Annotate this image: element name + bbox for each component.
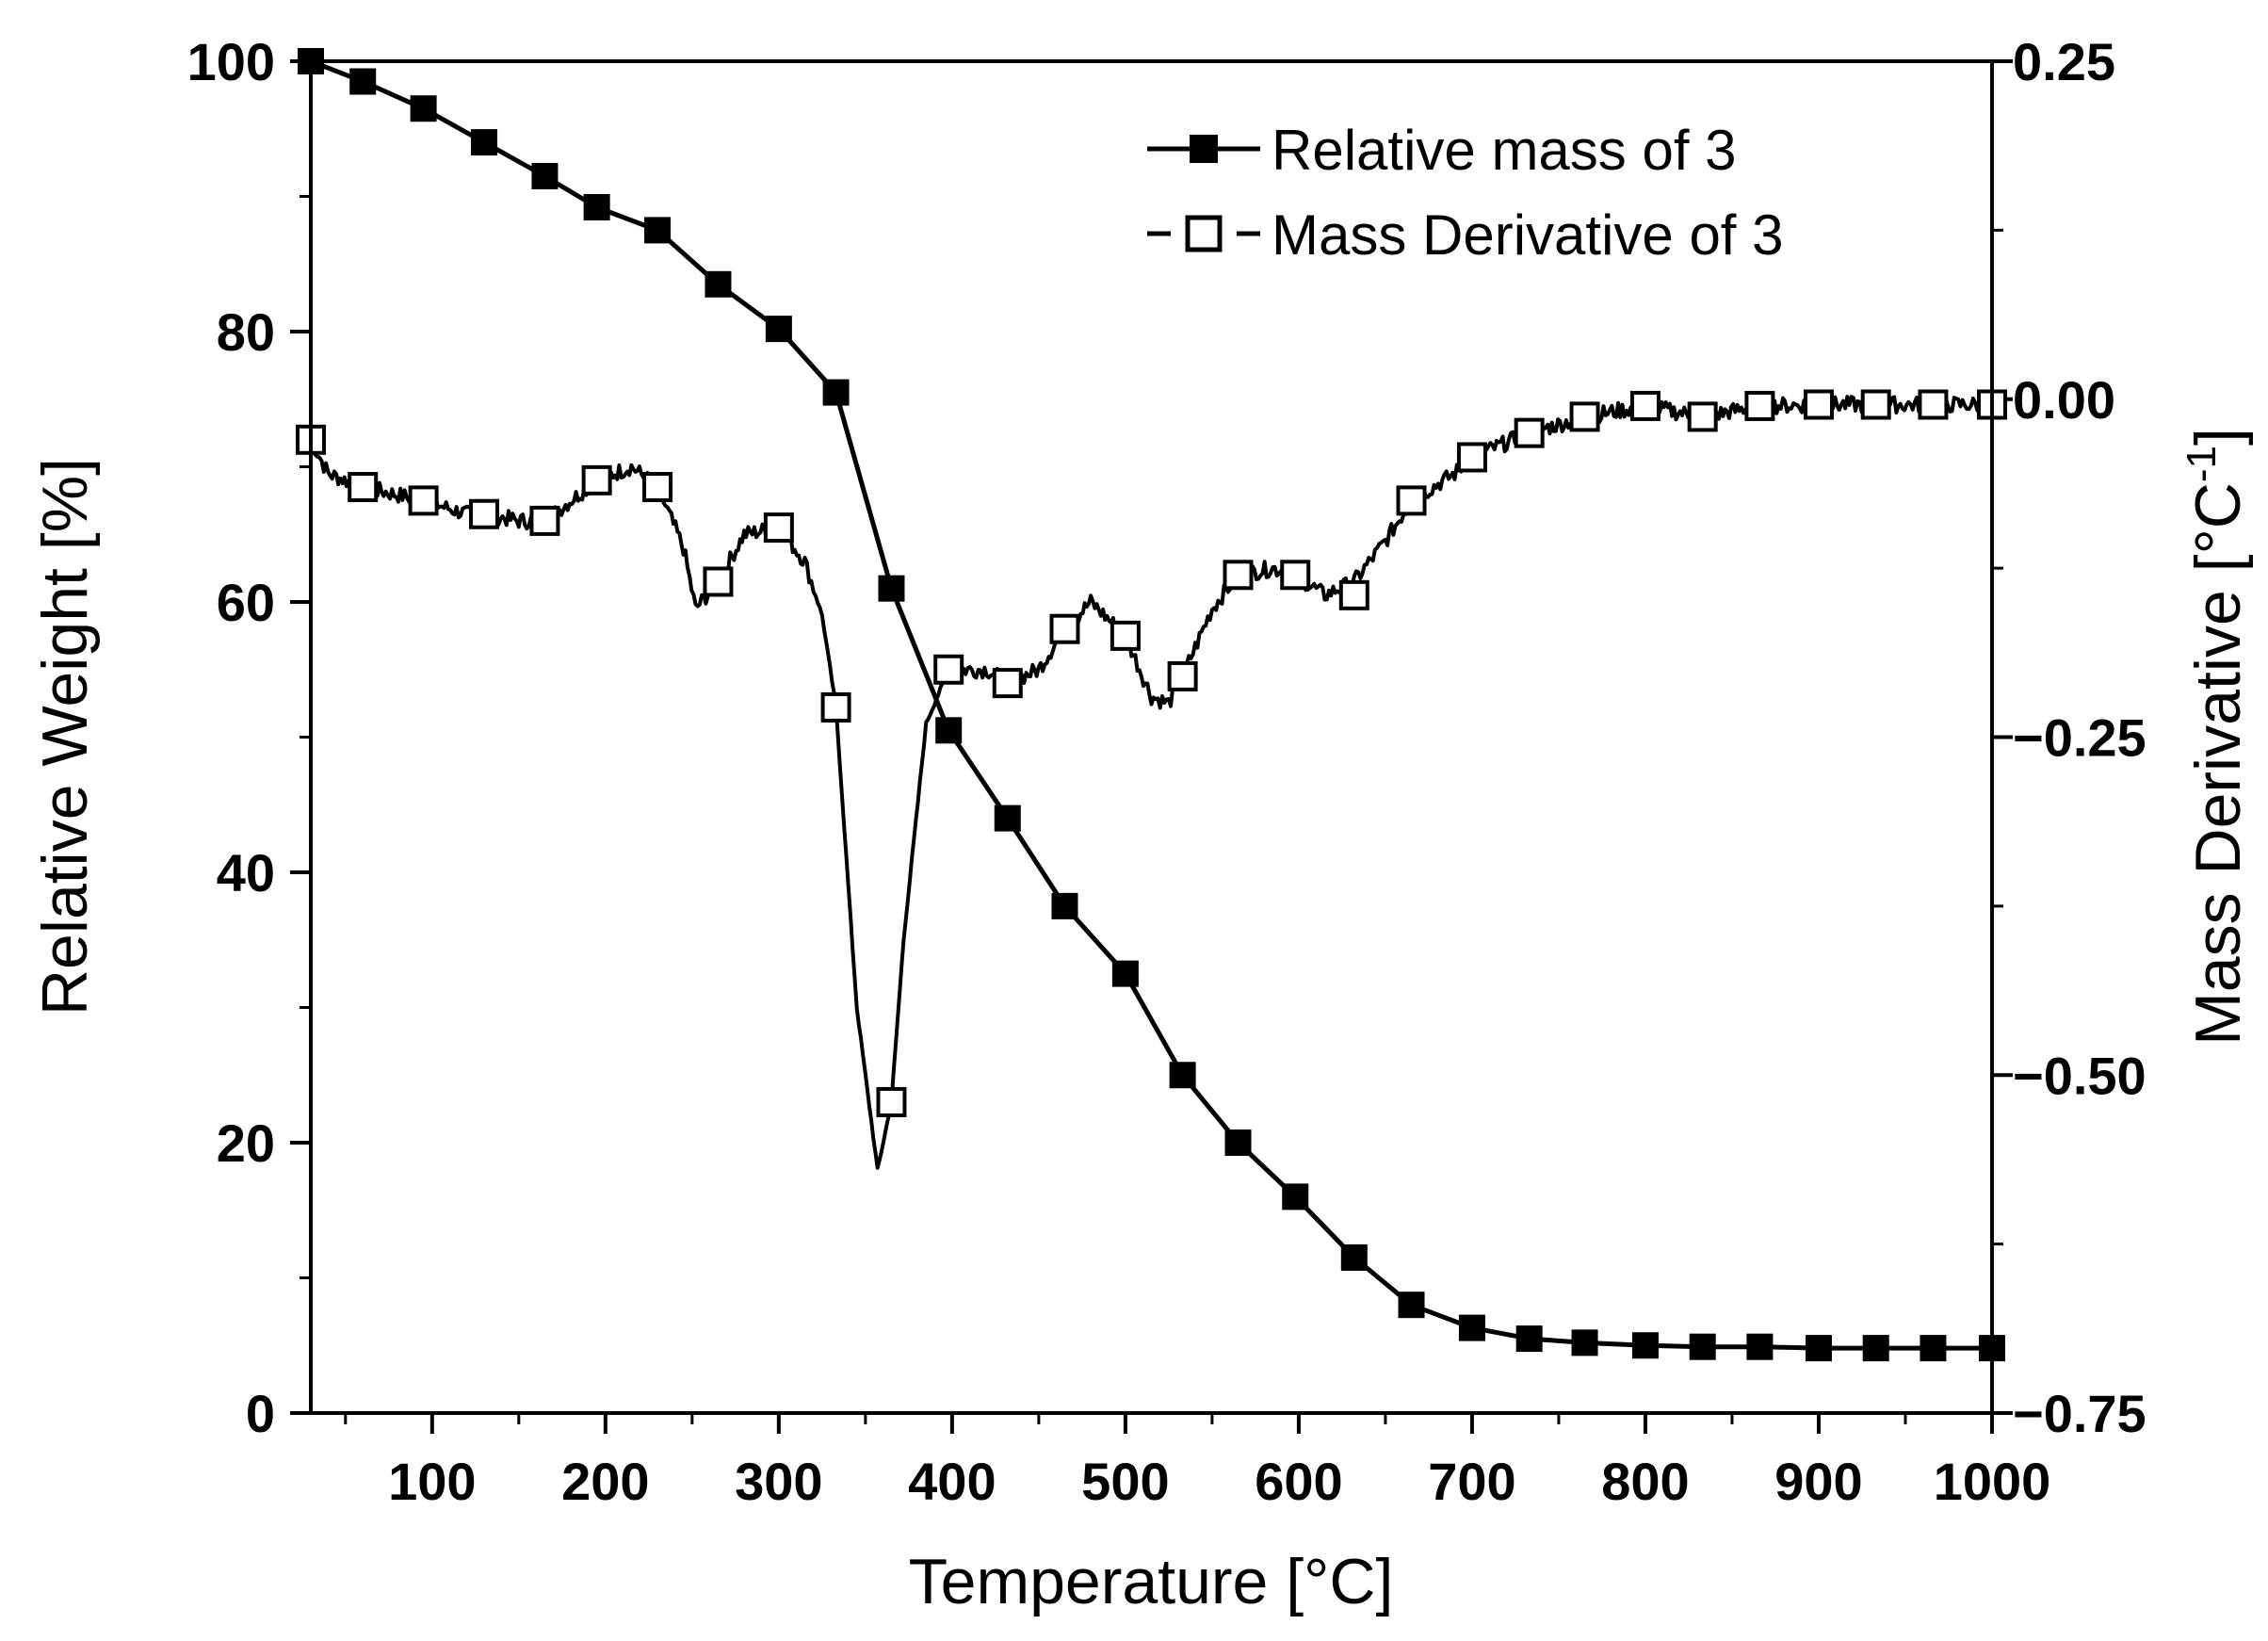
point-mass-derivative — [1338, 579, 1369, 610]
y-tick-label: 100 — [187, 32, 275, 91]
point-relative-mass — [1340, 1243, 1368, 1271]
point-mass-derivative — [876, 1086, 907, 1117]
y2-tick-label: −0.50 — [2013, 1046, 2146, 1105]
point-mass-derivative — [529, 505, 560, 536]
series-layer — [296, 48, 2007, 1362]
y-tick-label: 40 — [217, 843, 275, 902]
point-mass-derivative — [1918, 389, 1949, 420]
legend-label-derivative: Mass Derivative of 3 — [1272, 203, 1784, 267]
point-mass-derivative — [1860, 389, 1891, 420]
point-relative-mass — [644, 217, 672, 244]
y-tick-label: 20 — [217, 1113, 275, 1173]
point-relative-mass — [583, 193, 610, 220]
point-relative-mass — [1458, 1314, 1485, 1341]
plot-frame — [309, 59, 1994, 1415]
point-mass-derivative — [1629, 390, 1660, 421]
point-relative-mass — [935, 717, 963, 744]
y2-tick-label: 0.00 — [2013, 370, 2115, 430]
point-relative-mass — [1746, 1333, 1774, 1360]
point-relative-mass — [1169, 1062, 1196, 1089]
x-tick-label: 100 — [388, 1452, 476, 1511]
point-mass-derivative — [933, 654, 964, 685]
x-tick-label: 800 — [1601, 1452, 1689, 1511]
point-relative-mass — [1051, 892, 1078, 919]
point-mass-derivative — [763, 512, 794, 544]
x-tick-label: 200 — [561, 1452, 649, 1511]
point-relative-mass — [765, 316, 792, 343]
point-relative-mass — [1862, 1335, 1889, 1362]
x-tick-label: 900 — [1774, 1452, 1862, 1511]
y-tick-label: 80 — [217, 302, 275, 362]
legend-marker-mass — [1190, 135, 1218, 163]
point-relative-mass — [1224, 1129, 1252, 1156]
point-mass-derivative — [1110, 620, 1141, 651]
point-relative-mass — [1631, 1332, 1659, 1359]
y2-axis-title-end: ] — [2182, 428, 2254, 446]
x-tick-label: 300 — [735, 1452, 822, 1511]
point-relative-mass — [1282, 1183, 1309, 1210]
point-relative-mass — [1398, 1292, 1425, 1319]
point-mass-derivative — [1803, 389, 1834, 420]
y-tick-label: 0 — [246, 1384, 275, 1443]
y2-tick-label: −0.75 — [2013, 1384, 2146, 1443]
point-mass-derivative — [1569, 401, 1600, 432]
point-mass-derivative — [1049, 613, 1080, 644]
x-tick-label: 1000 — [1934, 1452, 2051, 1511]
point-relative-mass — [1571, 1329, 1598, 1357]
point-mass-derivative — [408, 485, 439, 516]
point-mass-derivative — [581, 464, 612, 496]
point-relative-mass — [705, 270, 732, 298]
point-mass-derivative — [1687, 401, 1718, 432]
point-relative-mass — [1805, 1335, 1832, 1362]
legend-label-mass: Relative mass of 3 — [1272, 119, 1737, 182]
x-axis-title: Temperature [°C] — [909, 1546, 1394, 1617]
point-relative-mass — [994, 804, 1021, 832]
point-relative-mass — [1515, 1325, 1543, 1353]
point-mass-derivative — [1396, 485, 1427, 516]
y2-tick-label: −0.25 — [2013, 708, 2146, 768]
point-mass-derivative — [348, 472, 379, 503]
x-tick-label: 700 — [1428, 1452, 1515, 1511]
point-relative-mass — [349, 68, 377, 95]
y2-axis-title-sup: -1 — [2179, 446, 2225, 482]
y2-tick-label: 0.25 — [2013, 32, 2115, 91]
point-relative-mass — [1111, 960, 1139, 987]
point-relative-mass — [531, 162, 559, 189]
point-mass-derivative — [1167, 660, 1198, 691]
point-mass-derivative — [469, 498, 500, 529]
point-mass-derivative — [1223, 560, 1254, 591]
x-tick-label: 600 — [1255, 1452, 1342, 1511]
point-relative-mass — [410, 95, 437, 122]
point-mass-derivative — [1514, 417, 1545, 448]
point-relative-mass — [878, 575, 905, 602]
point-mass-derivative — [820, 691, 851, 723]
point-relative-mass — [1920, 1335, 1947, 1362]
point-relative-mass — [471, 129, 498, 156]
point-mass-derivative — [703, 566, 734, 597]
y2-axis-title-main: Mass Derivative [°C — [2182, 482, 2254, 1046]
point-relative-mass — [1689, 1333, 1716, 1360]
point-mass-derivative — [1456, 442, 1487, 473]
legend-marker-derivative — [1185, 215, 1223, 252]
tick-labels: 100 200 300 400 500 600 700 800 900 1000 0 20 40 60 80… — [187, 32, 2146, 1511]
y-axis-title: Relative Weight [%] — [29, 458, 101, 1015]
legend: Relative mass of 3 Mass Derivative of 3 — [1147, 119, 1784, 267]
point-relative-mass — [822, 379, 850, 406]
point-mass-derivative — [992, 668, 1023, 699]
x-tick-label: 500 — [1081, 1452, 1169, 1511]
y-tick-label: 60 — [217, 573, 275, 632]
y2-axis-title: Mass Derivative [°C-1] — [2179, 428, 2254, 1046]
point-mass-derivative — [1280, 560, 1311, 591]
x-tick-label: 400 — [908, 1452, 996, 1511]
point-mass-derivative — [1744, 390, 1775, 421]
point-mass-derivative — [642, 472, 673, 503]
